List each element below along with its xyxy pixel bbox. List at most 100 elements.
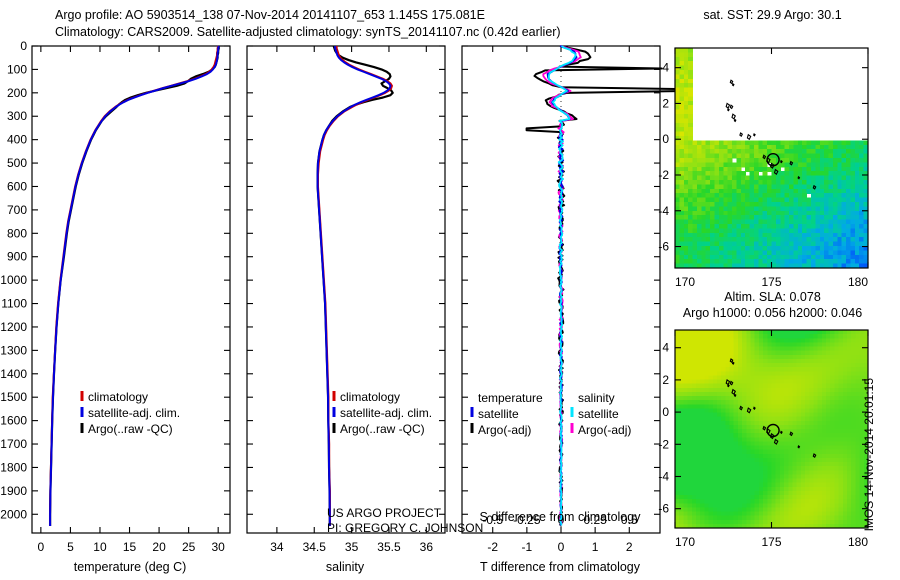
sst-cell [758, 158, 764, 163]
sst-cell [793, 219, 799, 225]
sla-cell [771, 499, 777, 504]
sst-cell [863, 246, 868, 251]
sla-cell [687, 429, 693, 434]
map-y-tick-label: 2 [662, 96, 669, 110]
sst-cell [688, 78, 694, 84]
sst-cell [701, 149, 707, 155]
sst-cell [850, 263, 856, 268]
sst-cell [832, 263, 838, 268]
sla-cell [779, 400, 785, 405]
sla-cell [763, 503, 768, 508]
sst-cell [837, 184, 843, 190]
sst-cell [815, 175, 821, 181]
sla-cell [712, 449, 718, 455]
sla-cell [708, 457, 714, 463]
sst-cell [802, 193, 808, 199]
sla-cell [725, 519, 731, 525]
sla-cell [863, 383, 868, 389]
sla-cell [784, 354, 789, 360]
sst-cell [802, 149, 808, 155]
sst-cell [696, 171, 702, 177]
sla-cell [779, 495, 785, 500]
sst-cell [859, 158, 865, 163]
sla-cell [679, 470, 684, 475]
sla-cell [847, 330, 852, 335]
sla-cell [775, 334, 781, 339]
sla-cell [708, 420, 714, 426]
sla-cell [859, 462, 865, 467]
sla-cell [754, 495, 760, 500]
sst-cell [793, 162, 799, 168]
sla-cell [716, 437, 722, 442]
sst-cell [675, 171, 680, 177]
sst-cell [718, 206, 724, 212]
sla-cell [767, 408, 773, 414]
sst-cell [675, 56, 680, 62]
sla-cell [742, 511, 747, 517]
sla-cell [700, 482, 705, 488]
sla-cell [784, 367, 789, 372]
temperature-axis-label: temperature (deg C) [73, 560, 187, 574]
sla-cell [687, 375, 693, 381]
sst-cell [832, 237, 838, 243]
sst-cell [675, 118, 680, 124]
sla-cell [826, 441, 831, 447]
sst-cell [762, 259, 768, 265]
sst-cell [854, 144, 860, 150]
sla-cell [750, 391, 756, 397]
sla-cell [700, 379, 705, 385]
sst-cell [701, 246, 707, 251]
sla-cell [855, 457, 861, 463]
sla-cell [855, 358, 861, 364]
sla-cell [821, 478, 827, 484]
sla-cell [679, 379, 684, 385]
sla-cell [704, 499, 710, 504]
salinity-tick-label: 35 [345, 540, 359, 554]
sst-cell [810, 166, 816, 172]
sla-cell [691, 363, 697, 368]
sla-cell [788, 466, 794, 471]
sst-cell [718, 263, 724, 268]
sla-cell [821, 466, 827, 471]
sla-cell [737, 449, 743, 455]
sst-cell [705, 175, 711, 181]
sla-cell [842, 482, 848, 488]
sst-cell [692, 259, 698, 265]
sla-cell [779, 470, 785, 475]
sla-cell [809, 375, 815, 381]
sst-cell [771, 175, 777, 181]
sla-cell [758, 515, 764, 521]
sst-cell [780, 206, 786, 212]
map-x-tick-label: 180 [848, 275, 868, 289]
sst-cell [727, 184, 733, 190]
sst-cell [736, 166, 742, 172]
sst-cell [705, 232, 711, 238]
sla-cell [687, 404, 693, 409]
sst-cell [705, 166, 711, 172]
sla-cell [725, 375, 731, 381]
sst-cell [771, 140, 777, 146]
sla-cell [695, 474, 701, 480]
sla-cell [746, 490, 752, 496]
sst-cell [688, 241, 694, 247]
salinity-tick-label: 35.5 [377, 540, 401, 554]
credit-line1: US ARGO PROJECT [327, 506, 442, 520]
sla-cell [679, 474, 684, 480]
sst-cell [793, 246, 799, 251]
map-x-tick-label: 180 [848, 535, 868, 549]
sla-cell [826, 453, 831, 459]
sla-cell [863, 466, 868, 471]
sla-cell [700, 499, 705, 504]
sla-cell [788, 363, 794, 368]
sla-cell [809, 499, 815, 504]
sst-cell [714, 193, 720, 199]
sla-cell [775, 490, 781, 496]
sla-cell [758, 453, 764, 459]
sla-cell [779, 367, 785, 372]
sst-cell [701, 237, 707, 243]
sst-cell [714, 149, 720, 155]
sla-cell [796, 470, 802, 475]
sst-cell [806, 228, 812, 234]
sla-cell [754, 441, 760, 447]
sla-cell [758, 511, 764, 517]
